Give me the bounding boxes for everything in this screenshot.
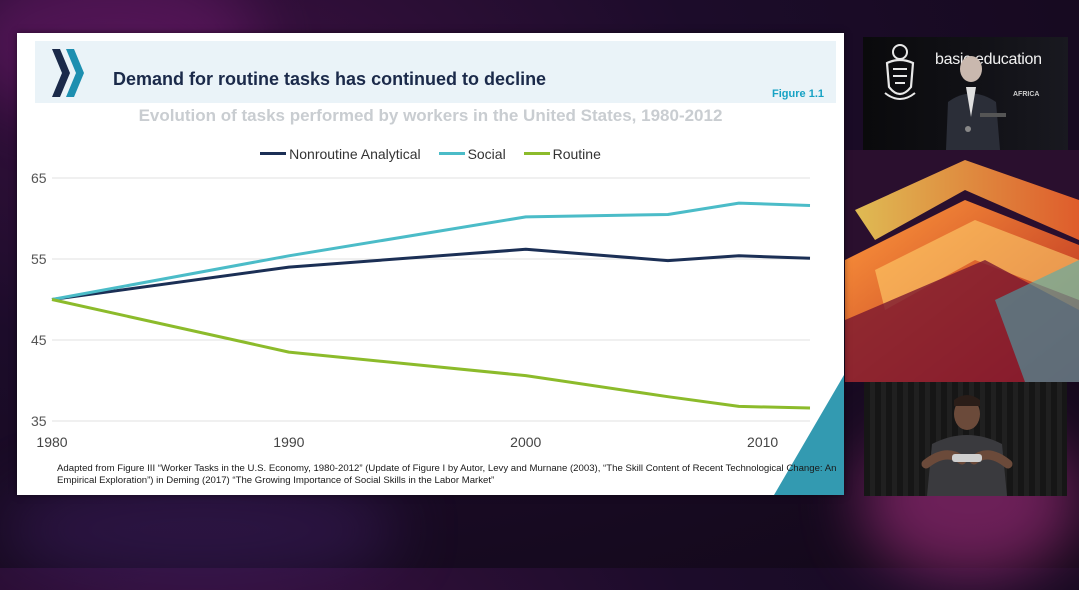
series-line-nonroutine — [51, 247, 811, 301]
legend-swatch-social — [438, 152, 465, 155]
x-tick-label-1990: 1990 — [273, 434, 304, 450]
speaker-video: basic education AFRICA — [863, 37, 1068, 150]
chevron-logo-icon — [52, 49, 84, 97]
interpreter-video — [864, 382, 1067, 496]
corner-accent — [774, 375, 844, 495]
chart-legend: Nonroutine Analytical Social Routine — [17, 142, 844, 162]
line-chart: 35 45 55 65 1980 1990 2000 2010 — [31, 170, 811, 450]
legend-swatch-nonroutine — [260, 152, 287, 155]
speaker-figure — [946, 56, 1006, 150]
book-illustration — [845, 150, 1079, 382]
legend-item-social: Social — [438, 145, 506, 162]
legend-swatch-routine — [523, 152, 550, 155]
legend-item-routine: Routine — [523, 145, 601, 162]
chart-title: Evolution of tasks performed by workers … — [138, 106, 723, 125]
interpreter-figure — [921, 395, 1013, 496]
figure-label: Figure 1.1 — [772, 88, 824, 100]
legend-item-nonroutine: Nonroutine Analytical — [260, 146, 421, 162]
x-tick-label-2000: 2000 — [510, 434, 541, 450]
series-line-routine — [51, 298, 811, 410]
coat-of-arms-icon — [884, 44, 916, 100]
presentation-slide: Demand for routine tasks has continued t… — [17, 33, 844, 495]
x-tick-label-1980: 1980 — [36, 434, 67, 450]
y-tick-label-45: 45 — [31, 332, 47, 348]
y-tick-label-65: 65 — [31, 170, 47, 186]
y-tick-label-55: 55 — [31, 251, 47, 267]
source-note: Adapted from Figure III “Worker Tasks in… — [57, 463, 837, 486]
slide-title: Demand for routine tasks has continued t… — [113, 69, 547, 89]
slide-header: Demand for routine tasks has continued t… — [35, 41, 836, 103]
series-line-social — [51, 201, 811, 301]
legend-label-routine: Routine — [552, 145, 601, 162]
broadcaster-logo-subtext: AFRICA — [1013, 91, 1040, 98]
legend-label-nonroutine: Nonroutine Analytical — [289, 145, 421, 162]
x-tick-label-2010: 2010 — [747, 434, 778, 450]
y-tick-label-35: 35 — [31, 413, 47, 429]
legend-label-social: Social — [467, 145, 506, 162]
